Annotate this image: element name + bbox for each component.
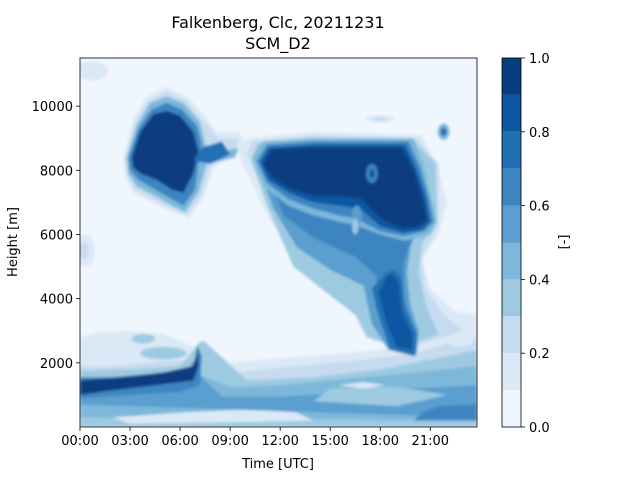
chart-subtitle: SCM_D2 xyxy=(245,34,311,54)
colorbar: 0.0 0.2 0.4 0.6 0.8 1.0 [-] xyxy=(501,52,572,436)
upper-cloud-contour xyxy=(193,141,231,164)
colorbar-band xyxy=(502,390,521,427)
x-tick-label: 00:00 xyxy=(61,434,98,449)
plot-frame xyxy=(79,57,478,428)
low-cloud-core xyxy=(80,348,199,395)
y-tick-label: 6000 xyxy=(40,228,73,243)
contour-field xyxy=(80,61,477,427)
y-tick-label: 2000 xyxy=(40,357,73,372)
isolated-cloud xyxy=(446,333,474,347)
colorbar-band xyxy=(502,131,521,169)
low-cloud-contour xyxy=(338,382,386,389)
colorbar-band xyxy=(502,353,521,391)
colorbar-frame xyxy=(501,57,522,428)
colorbar-band xyxy=(502,168,521,206)
low-cloud-contour xyxy=(313,386,447,407)
colorbar-label: [-] xyxy=(557,235,572,250)
colorbar-band xyxy=(502,94,521,132)
colorbar-bands xyxy=(502,58,521,427)
descending-column-core xyxy=(378,273,412,350)
y-axis-label: Height [m] xyxy=(6,207,21,277)
upper-cloud-core xyxy=(263,147,427,229)
isolated-cloud xyxy=(440,127,447,136)
low-cloud-contour xyxy=(413,404,477,421)
plot-area xyxy=(80,58,477,427)
x-axis-label: Time [UTC] xyxy=(241,457,314,472)
isolated-cloud xyxy=(140,346,187,360)
isolated-cloud xyxy=(80,61,109,81)
x-tick-label: 03:00 xyxy=(111,434,148,449)
y-tick-label: 8000 xyxy=(40,164,73,179)
cloud-gap xyxy=(352,218,359,235)
colorbar-band xyxy=(502,205,521,243)
y-axis: 2000 4000 6000 8000 10000 xyxy=(32,100,80,372)
colorbar-tick-label: 0.0 xyxy=(529,421,550,436)
colorbar-tick-label: 0.4 xyxy=(529,273,550,288)
isolated-cloud xyxy=(131,333,156,344)
x-axis: 00:00 03:00 06:00 09:00 12:00 15:00 18:00 21:00 xyxy=(61,427,449,449)
isolated-cloud xyxy=(80,242,89,259)
x-tick-label: 21:00 xyxy=(412,434,449,449)
x-tick-label: 09:00 xyxy=(211,434,248,449)
colorbar-tick-label: 0.8 xyxy=(529,126,550,141)
colorbar-band xyxy=(502,279,521,317)
x-tick-label: 18:00 xyxy=(362,434,399,449)
x-tick-label: 15:00 xyxy=(311,434,348,449)
colorbar-band xyxy=(502,316,521,354)
y-tick-label: 4000 xyxy=(40,293,73,308)
upper-cloud-core xyxy=(131,110,199,193)
low-cloud-contour xyxy=(113,409,314,424)
colorbar-tick-label: 0.6 xyxy=(529,200,550,215)
colorbar-band xyxy=(502,242,521,280)
chart-title: Falkenberg, Clc, 20211231 xyxy=(171,13,384,32)
colorbar-tick-label: 0.2 xyxy=(529,347,550,362)
x-tick-label: 06:00 xyxy=(161,434,198,449)
y-tick-label: 10000 xyxy=(32,100,73,115)
colorbar-band xyxy=(502,58,521,95)
colorbar-ticks: 0.0 0.2 0.4 0.6 0.8 1.0 xyxy=(521,52,550,436)
x-tick-label: 12:00 xyxy=(261,434,298,449)
colorbar-tick-label: 1.0 xyxy=(529,52,550,67)
cloud-gap xyxy=(369,168,375,179)
isolated-cloud xyxy=(373,117,387,121)
